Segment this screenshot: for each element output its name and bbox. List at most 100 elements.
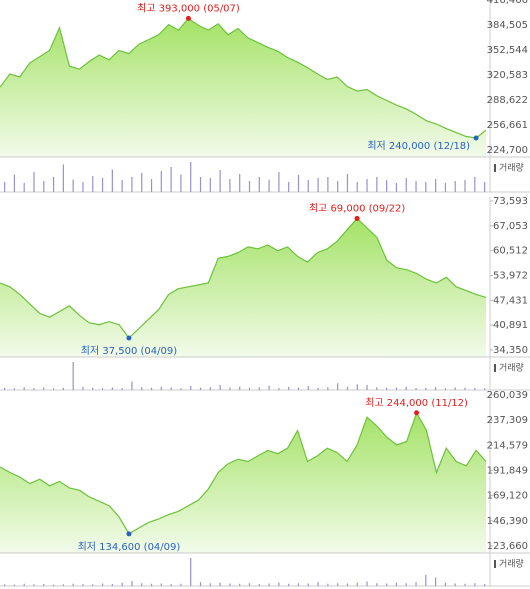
volume-bar bbox=[150, 387, 153, 390]
volume-bar bbox=[307, 180, 309, 192]
volume-bar bbox=[62, 584, 64, 586]
volume-bar bbox=[190, 558, 192, 586]
low-marker bbox=[473, 135, 479, 141]
volume-bar bbox=[209, 178, 211, 192]
y-tick-label: 237,309 bbox=[487, 415, 528, 426]
volume-bar bbox=[219, 384, 221, 390]
volume-bar bbox=[395, 183, 398, 192]
volume-bar bbox=[307, 386, 309, 390]
volume-bar bbox=[258, 387, 260, 390]
volume-bar bbox=[317, 178, 319, 192]
volume-bar bbox=[239, 174, 241, 192]
volume-bar bbox=[219, 170, 221, 192]
volume-bar bbox=[131, 177, 133, 192]
high-marker bbox=[414, 410, 420, 416]
volume-bar bbox=[111, 387, 113, 390]
y-tick-label: 67,053 bbox=[493, 221, 528, 232]
volume-bar bbox=[484, 388, 486, 390]
volume-label: 거래량 bbox=[499, 558, 524, 570]
volume-bar bbox=[141, 387, 143, 390]
y-tick-label: 191,849 bbox=[487, 465, 528, 476]
y-tick-label: 73,593 bbox=[493, 196, 528, 207]
volume-bar bbox=[92, 176, 94, 192]
volume-bar bbox=[170, 387, 172, 390]
volume-bar bbox=[444, 582, 447, 586]
volume-bar bbox=[464, 180, 466, 192]
volume-bar bbox=[52, 584, 55, 586]
volume-bar bbox=[415, 582, 417, 586]
volume-bar bbox=[23, 387, 25, 390]
volume-bar bbox=[278, 582, 280, 586]
volume-bar bbox=[327, 177, 329, 192]
y-tick-label: 288,622 bbox=[487, 95, 528, 106]
volume-bar bbox=[160, 171, 162, 192]
y-tick-label: 352,544 bbox=[487, 45, 528, 56]
volume-bar bbox=[474, 388, 476, 390]
volume-bar bbox=[248, 583, 251, 586]
volume-bar bbox=[52, 177, 55, 192]
volume-bar bbox=[199, 387, 202, 390]
volume-bar bbox=[43, 181, 45, 192]
volume-bar bbox=[170, 167, 172, 192]
y-tick-label: 224,700 bbox=[487, 145, 528, 156]
volume-bar bbox=[150, 179, 153, 192]
volume-bar bbox=[82, 386, 84, 390]
volume-bar bbox=[62, 164, 64, 192]
high-label: 최고 393,000 (05/07) bbox=[137, 2, 240, 14]
volume-bar bbox=[454, 181, 456, 192]
volume-bar bbox=[258, 584, 260, 586]
volume-bar bbox=[229, 583, 231, 586]
area-fill bbox=[0, 412, 486, 553]
high-marker bbox=[354, 215, 360, 221]
volume-bar bbox=[278, 388, 280, 390]
volume-bar bbox=[199, 177, 202, 192]
y-tick-label: 169,120 bbox=[487, 491, 528, 502]
volume-bar bbox=[425, 387, 427, 390]
volume-bar bbox=[444, 183, 447, 192]
volume-bar bbox=[454, 387, 456, 390]
volume-bar bbox=[317, 387, 319, 390]
price-line bbox=[0, 411, 487, 535]
y-tick-label: 34,350 bbox=[493, 345, 528, 356]
low-marker bbox=[126, 335, 132, 341]
low-label: 최저 134,600 (04/09) bbox=[78, 541, 181, 553]
volume-bar bbox=[435, 387, 437, 390]
low-label: 최저 240,000 (12/18) bbox=[367, 140, 470, 152]
volume-bar bbox=[121, 582, 123, 586]
volume-bar bbox=[33, 388, 35, 390]
volume-icon bbox=[494, 164, 496, 172]
volume-bar bbox=[337, 583, 339, 586]
y-tick-label: 123,660 bbox=[487, 541, 528, 552]
volume-bar bbox=[297, 387, 300, 390]
volume-bar bbox=[346, 174, 349, 192]
volume-bar bbox=[376, 177, 378, 192]
volume-bar bbox=[141, 583, 143, 586]
volume-bar bbox=[356, 384, 358, 390]
volume-bar bbox=[405, 386, 407, 390]
volume-bar bbox=[72, 179, 74, 192]
y-tick-label: 53,972 bbox=[493, 271, 528, 282]
volume-bar bbox=[268, 385, 270, 390]
volume-bar bbox=[346, 386, 349, 390]
volume-bar bbox=[13, 388, 15, 390]
y-tick-label: 60,512 bbox=[493, 246, 528, 257]
volume-bar bbox=[464, 583, 466, 586]
volume-bar bbox=[288, 583, 290, 586]
y-tick-label: 384,505 bbox=[487, 20, 528, 31]
volume-bar bbox=[13, 584, 15, 586]
volume-bar bbox=[405, 178, 407, 192]
volume-bar bbox=[4, 182, 6, 192]
volume-bar bbox=[484, 584, 486, 586]
volume-label: 거래량 bbox=[499, 162, 524, 174]
volume-bar bbox=[366, 179, 368, 192]
volume-bar bbox=[101, 583, 104, 586]
volume-bar bbox=[356, 182, 358, 192]
volume-bar bbox=[268, 583, 270, 586]
volume-bar bbox=[4, 387, 6, 390]
volume-icon bbox=[494, 364, 496, 372]
volume-bar bbox=[121, 180, 123, 192]
volume-icon bbox=[494, 560, 496, 568]
volume-bar bbox=[23, 183, 25, 192]
volume-bar bbox=[209, 387, 211, 390]
